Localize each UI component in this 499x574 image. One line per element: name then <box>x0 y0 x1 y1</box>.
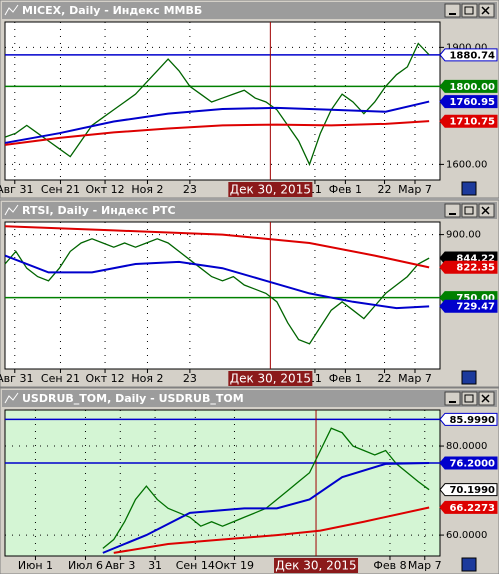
x-tick-label: Июн 1 <box>18 559 53 572</box>
value-box <box>439 456 498 470</box>
date-marker-label: Дек 30, 2015 <box>275 559 356 573</box>
moving-average <box>4 100 430 144</box>
price-line <box>4 238 430 345</box>
value-box <box>439 299 498 313</box>
moving-average <box>4 120 430 146</box>
x-tick-label: Сен 21 <box>41 372 80 385</box>
moving-average <box>4 254 430 310</box>
value-label: 1880.74 <box>449 50 495 61</box>
chart-icon <box>4 204 19 216</box>
title-bar <box>2 2 497 19</box>
y-tick-label: 80.0000 <box>446 441 487 452</box>
window-button[interactable] <box>444 3 461 18</box>
value-box <box>439 95 498 109</box>
plot-area <box>4 221 441 370</box>
plot-area <box>4 21 441 181</box>
value-box <box>439 79 498 93</box>
value-label: 1760.95 <box>449 97 495 108</box>
window-button[interactable] <box>444 203 461 218</box>
x-tick-label: 22 <box>378 183 392 196</box>
price-line <box>4 42 430 167</box>
value-box <box>439 260 498 274</box>
scroll-button[interactable] <box>461 557 477 572</box>
panel-title: USDRUB_TOM, Daily - USDRUB_TOM <box>22 392 244 405</box>
x-tick-label: 22 <box>378 372 392 385</box>
panel-title: RTSI, Daily - Индекс РТС <box>22 204 176 217</box>
x-tick-label: Ноя 2 <box>131 372 163 385</box>
y-tick-label: 1900.00 <box>446 42 487 53</box>
date-marker-box <box>274 558 359 573</box>
x-tick-label: Сен 21 <box>41 183 80 196</box>
value-label: 70.1990 <box>449 485 495 496</box>
window-button[interactable] <box>461 3 478 18</box>
x-tick-label: Авг 31 <box>0 372 33 385</box>
value-box <box>439 483 498 497</box>
value-label: 822.35 <box>456 263 495 274</box>
moving-average <box>113 506 430 554</box>
value-box <box>439 500 498 514</box>
x-tick-label: 23 <box>183 372 197 385</box>
x-tick-label: Фев 1 <box>329 183 362 196</box>
max-icon <box>464 394 474 403</box>
x-tick-label: 23 <box>183 183 197 196</box>
x-tick-label: Мар 7 <box>398 372 432 385</box>
value-box <box>439 412 498 426</box>
date-marker-label: Дек 30, 2015 <box>230 183 311 197</box>
title-bar <box>2 390 497 407</box>
x-tick-label: 31 <box>148 559 162 572</box>
y-tick-label: 900.00 <box>446 230 481 241</box>
date-marker-box <box>228 182 313 197</box>
value-label: 66.2273 <box>449 503 495 514</box>
close-icon <box>481 6 490 15</box>
date-marker-box <box>228 371 313 386</box>
value-box <box>439 48 498 62</box>
x-tick-label: Ноя 2 <box>131 183 163 196</box>
value-label: 729.47 <box>456 302 495 313</box>
moving-average <box>4 225 430 269</box>
window-button[interactable] <box>461 391 478 406</box>
title-bar <box>2 202 497 219</box>
window-button[interactable] <box>444 391 461 406</box>
max-icon <box>464 6 474 15</box>
x-tick-label: Авг 3 <box>105 559 135 572</box>
date-marker-label: Дек 30, 2015 <box>230 372 311 386</box>
x-tick-label: Окт 19 <box>215 559 254 572</box>
y-tick-label: 1600.00 <box>446 159 487 170</box>
value-label: 85.9990 <box>449 415 495 426</box>
close-icon <box>481 206 490 215</box>
y-tick-label: 60.0000 <box>446 530 487 541</box>
close-icon <box>481 394 490 403</box>
x-tick-label: Мар 7 <box>398 183 432 196</box>
x-tick-label: Сен 14 <box>176 559 215 572</box>
scroll-button[interactable] <box>461 181 477 196</box>
window-button[interactable] <box>461 203 478 218</box>
value-label: 844.22 <box>456 254 495 265</box>
x-tick-label: Мар 7 <box>408 559 442 572</box>
x-tick-label: Окт 12 <box>85 372 124 385</box>
x-tick-label: Фев 1 <box>329 372 362 385</box>
value-label: 1800.00 <box>449 82 495 93</box>
panel-title: MICEX, Daily - Индекс ММВБ <box>22 4 202 17</box>
x-tick-label: Июл 6 <box>68 559 103 572</box>
x-tick-label: Окт 12 <box>85 183 124 196</box>
scroll-button[interactable] <box>461 370 477 385</box>
value-label: 1710.75 <box>449 117 495 128</box>
chart-icon <box>4 4 19 16</box>
value-label: 76.2000 <box>449 458 495 469</box>
value-label: 750.00 <box>456 293 495 304</box>
max-icon <box>464 206 474 215</box>
value-box <box>439 114 498 128</box>
chart-icon <box>4 392 19 404</box>
x-tick-label: Авг 31 <box>0 183 33 196</box>
plot-area <box>4 409 441 557</box>
x-tick-label: Фев 8 <box>373 559 406 572</box>
moving-average <box>102 461 430 554</box>
